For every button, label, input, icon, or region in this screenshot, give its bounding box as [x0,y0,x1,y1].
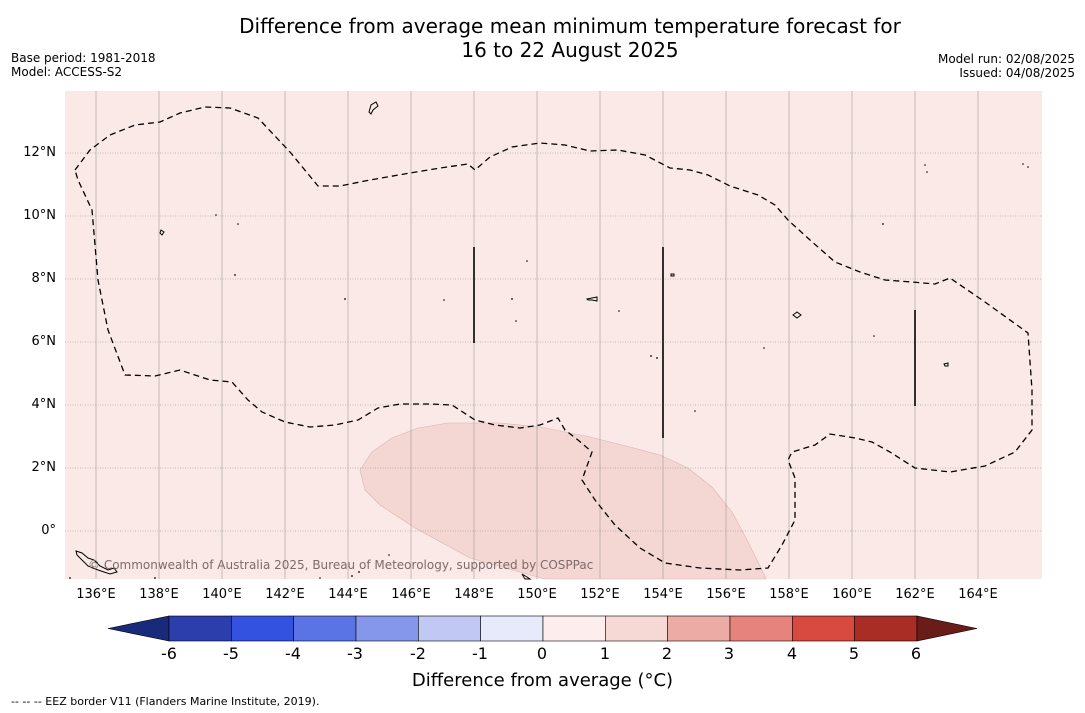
lat-tick: 0° [41,523,56,538]
lon-tick: 136°E [76,587,116,602]
eez-border [74,106,1033,571]
model-run-text: Model run: 02/08/2025 [937,52,1075,66]
latitude-lines [65,152,1042,532]
lon-tick: 152°E [580,587,620,602]
colorbar-label: -2 [410,644,426,663]
colorbar-over-arrow [916,615,978,642]
colorbar [107,615,978,642]
graticule [95,91,979,579]
lat-tick: 12°N [23,145,56,160]
colorbar-bin [231,615,294,642]
colorbar-label: -3 [347,644,363,663]
eez-footnote: -- -- -- EEZ border V11 (Flanders Marine… [11,695,320,708]
lon-tick: 150°E [517,587,557,602]
colorbar-label: 3 [723,644,735,663]
colorbar-bin [667,615,731,642]
island-chuuk [585,296,598,302]
colorbar-label: 5 [848,644,860,663]
boundary-segments [473,247,916,438]
island-small-2 [521,573,532,580]
colorbar-bin [168,615,232,642]
warm-anomaly-region [359,422,767,580]
lon-tick: 144°E [328,587,368,602]
colorbar-label: -6 [161,644,177,663]
colorbar-label: 2 [661,644,673,663]
title-line-1: Difference from average mean minimum tem… [239,14,901,38]
lon-tick: 146°E [391,587,431,602]
model-info: Base period: 1981-2018 Model: ACCESS-S2 [11,51,156,79]
colorbar-bin [729,615,793,642]
colorbar-label: 6 [910,644,922,663]
lon-tick: 158°E [769,587,809,602]
colorbar-label: -1 [472,644,488,663]
lon-tick: 140°E [202,587,242,602]
lon-tick: 156°E [706,587,746,602]
copyright-notice: © Commonwealth of Australia 2025, Bureau… [88,558,594,572]
colorbar-title: Difference from average (°C) [411,670,674,691]
lon-tick: 164°E [958,587,998,602]
issued-text: Issued: 04/08/2025 [959,66,1075,80]
colorbar-bin [605,615,668,642]
lat-tick: 4°N [31,397,57,412]
base-period-text: Base period: 1981-2018 [11,51,156,65]
colorbar-bin [355,615,419,642]
island-yap [159,229,165,236]
colorbar-bin [480,615,544,642]
model-name-text: Model: ACCESS-S2 [11,65,123,79]
colorbar-bin [542,615,606,642]
lat-tick: 8°N [31,271,57,286]
colorbar-label: -5 [223,644,239,663]
islands [75,101,949,580]
lon-tick: 148°E [454,587,494,602]
colorbar-bin [854,615,918,642]
lat-tick: 2°N [31,460,57,475]
island-guam [368,101,379,115]
colorbar-label: 1 [599,644,611,663]
colorbar-under-arrow [107,615,170,642]
lon-tick: 160°E [832,587,872,602]
atoll-dots [69,163,1029,579]
colorbar-bin [293,615,357,642]
colorbar-label: 0 [536,644,548,663]
colorbar-label: -4 [285,644,301,663]
lon-tick: 154°E [643,587,683,602]
lat-tick: 10°N [23,208,56,223]
island-small-1 [670,273,675,277]
run-info: Model run: 02/08/2025 Issued: 04/08/2025 [938,52,1075,80]
colorbar-bin [418,615,481,642]
island-png-coast [75,550,118,575]
lat-tick: 6°N [31,334,57,349]
chart-title: Difference from average mean minimum tem… [0,14,1085,62]
island-kosrae [943,362,949,367]
colorbar-bin [792,615,855,642]
colorbar-label: 4 [786,644,798,663]
island-pohnpei [792,311,802,319]
lon-tick: 142°E [265,587,305,602]
lon-tick: 138°E [139,587,179,602]
lon-tick: 162°E [895,587,935,602]
title-line-2: 16 to 22 August 2025 [461,38,679,62]
